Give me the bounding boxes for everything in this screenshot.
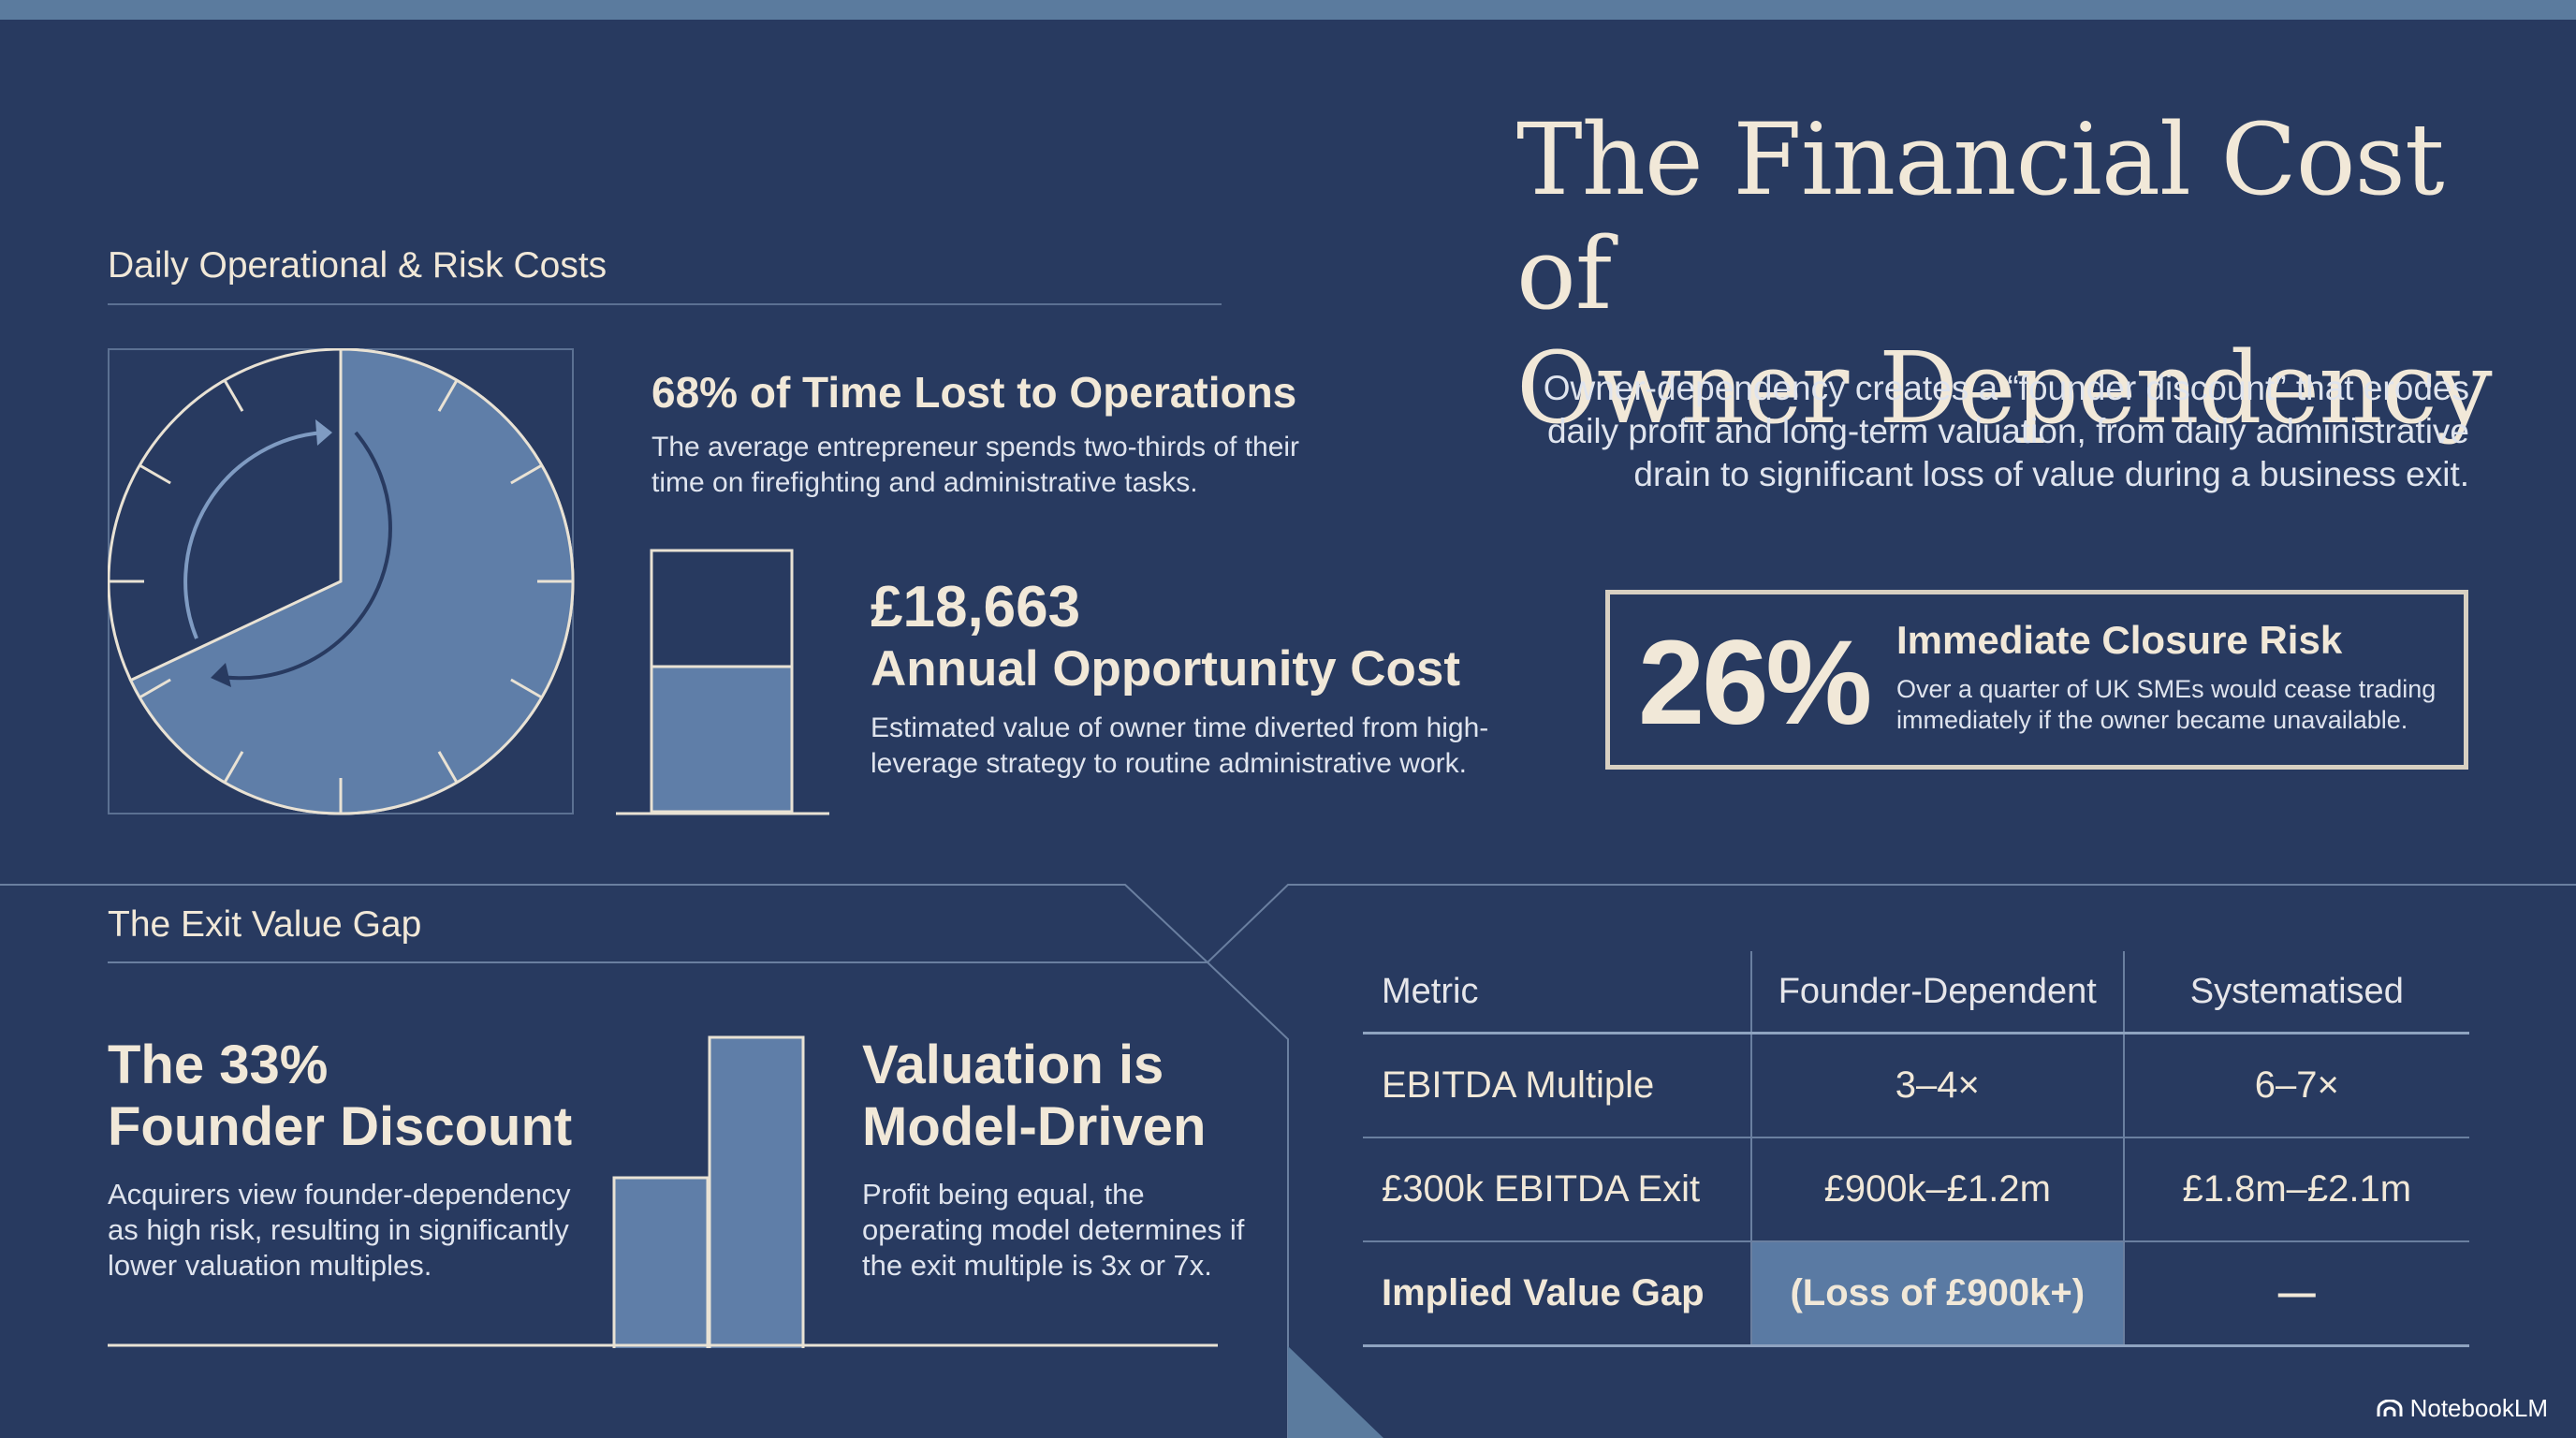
table-cell: EBITDA Multiple [1363, 1033, 1751, 1138]
opportunity-label: Annual Opportunity Cost [871, 641, 1461, 697]
clock-tick [437, 751, 459, 784]
table-row: £300k EBITDA Exit £900k–£1.2m £1.8m–£2.1… [1363, 1137, 2469, 1242]
clock-tick [223, 751, 244, 784]
table-cell: 6–7× [2122, 1033, 2469, 1138]
section-heading-daily: Daily Operational & Risk Costs [108, 245, 607, 286]
notebooklm-logo: NotebookLM [2377, 1394, 2548, 1423]
valuation-bars [108, 1035, 1218, 1348]
founder-discount-heading: The 33% Founder Discount [108, 1034, 572, 1158]
founder-discount-heading-line-2: Founder Discount [108, 1096, 573, 1157]
arrow-head-lower [211, 663, 231, 687]
closure-risk-percent: 26% [1638, 616, 1872, 750]
founder-discount-body: Acquirers view founder-dependency as hig… [108, 1177, 571, 1284]
opportunity-body: Estimated value of owner time diverted f… [871, 711, 1488, 782]
founder-discount-body-line-3: lower valuation multiples. [108, 1249, 432, 1282]
model-driven-body-line-2: operating model determines if [862, 1213, 1245, 1246]
top-accent-bar [0, 0, 2576, 20]
model-driven-body-line-3: the exit multiple is 3x or 7x. [862, 1249, 1212, 1282]
table-header-systematised: Systematised [2122, 951, 2469, 1034]
time-lost-slice [128, 348, 575, 815]
table-header-row: Metric Founder-Dependent Systematised [1363, 951, 2469, 1034]
model-driven-heading-line-2: Model-Driven [862, 1096, 1207, 1157]
table-cell: £1.8m–£2.1m [2122, 1137, 2469, 1242]
closure-risk-body-line-1: Over a quarter of UK SMEs would cease tr… [1896, 675, 2437, 703]
time-lost-body: The average entrepreneur spends two-thir… [651, 430, 1299, 501]
closure-risk-body: Over a quarter of UK SMEs would cease tr… [1896, 674, 2436, 736]
clock-ticks [109, 349, 573, 814]
clock-tick [510, 463, 543, 485]
clockwise-arrow-upper [183, 431, 324, 639]
opportunity-body-line-2: leverage strategy to routine administrat… [871, 748, 1467, 779]
notebooklm-logo-icon [2377, 1399, 2403, 1416]
title-line-1: The Financial Cost of [1516, 102, 2445, 331]
time-lost-body-line-2: time on firefighting and administrative … [651, 467, 1198, 498]
model-driven-heading: Valuation is Model-Driven [862, 1034, 1206, 1158]
founder-dependent-bar [612, 1176, 710, 1348]
subtitle-line-2: daily profit and long-term valuation, fr… [1546, 412, 2469, 450]
table-cell: £300k EBITDA Exit [1363, 1137, 1751, 1242]
clock-tick [223, 379, 244, 412]
page-title: The Financial Cost of Owner Dependency [1516, 103, 2509, 446]
section-underline-daily [108, 303, 1222, 305]
page-subtitle: Owner-dependency creates a “founder disc… [1460, 367, 2469, 496]
model-driven-body-line-1: Profit being equal, the [862, 1178, 1145, 1211]
clock-tick [139, 678, 171, 699]
clock-tick [510, 678, 543, 699]
clockwise-arrow-lower [214, 431, 392, 681]
closure-risk-heading: Immediate Closure Risk [1896, 618, 2343, 662]
opportunity-amount: £18,663 [871, 575, 1081, 639]
bar-upper-segment [650, 549, 794, 668]
founder-discount-heading-line-1: The 33% [108, 1034, 329, 1095]
table-row-implied-gap: Implied Value Gap (Loss of £900k+) — [1363, 1241, 2469, 1347]
section-heading-exit: The Exit Value Gap [108, 904, 422, 945]
founder-discount-body-line-1: Acquirers view founder-dependency [108, 1178, 571, 1211]
table-row: EBITDA Multiple 3–4× 6–7× [1363, 1033, 2469, 1138]
time-lost-heading: 68% of Time Lost to Operations [651, 368, 1297, 417]
clock-tick [139, 463, 171, 485]
founder-discount-body-line-2: as high risk, resulting in significantly [108, 1213, 569, 1246]
closure-risk-box [1605, 590, 2468, 770]
table-cell: — [2122, 1241, 2469, 1347]
model-driven-body: Profit being equal, the operating model … [862, 1177, 1244, 1284]
table-cell-highlight: (Loss of £900k+) [1749, 1241, 2124, 1347]
valuation-comparison-table: Metric Founder-Dependent Systematised EB… [1363, 951, 2469, 1347]
opportunity-body-line-1: Estimated value of owner time diverted f… [871, 712, 1489, 743]
clock-tick [437, 379, 459, 412]
subtitle-line-3: drain to significant loss of value durin… [1633, 455, 2469, 493]
subtitle-line-1: Owner-dependency creates a “founder disc… [1543, 369, 2469, 407]
arrow-head-upper [315, 419, 332, 446]
systematised-bar [708, 1035, 805, 1348]
time-lost-clock-chart [108, 348, 575, 815]
model-driven-heading-line-1: Valuation is [862, 1034, 1164, 1095]
table-cell: 3–4× [1749, 1033, 2124, 1138]
title-line-2: Owner Dependency [1516, 330, 2493, 446]
table-header-founder-dependent: Founder-Dependent [1749, 951, 2124, 1034]
table-cell: £900k–£1.2m [1749, 1137, 2124, 1242]
opportunity-cost-bar [616, 549, 829, 815]
bar-lower-segment [650, 665, 794, 814]
closure-risk-body-line-2: immediately if the owner became unavaila… [1896, 706, 2408, 734]
notebooklm-logo-text: NotebookLM [2409, 1394, 2548, 1422]
table-header-metric: Metric [1363, 951, 1751, 1034]
time-lost-body-line-1: The average entrepreneur spends two-thir… [651, 432, 1300, 462]
table-cell: Implied Value Gap [1363, 1241, 1751, 1347]
